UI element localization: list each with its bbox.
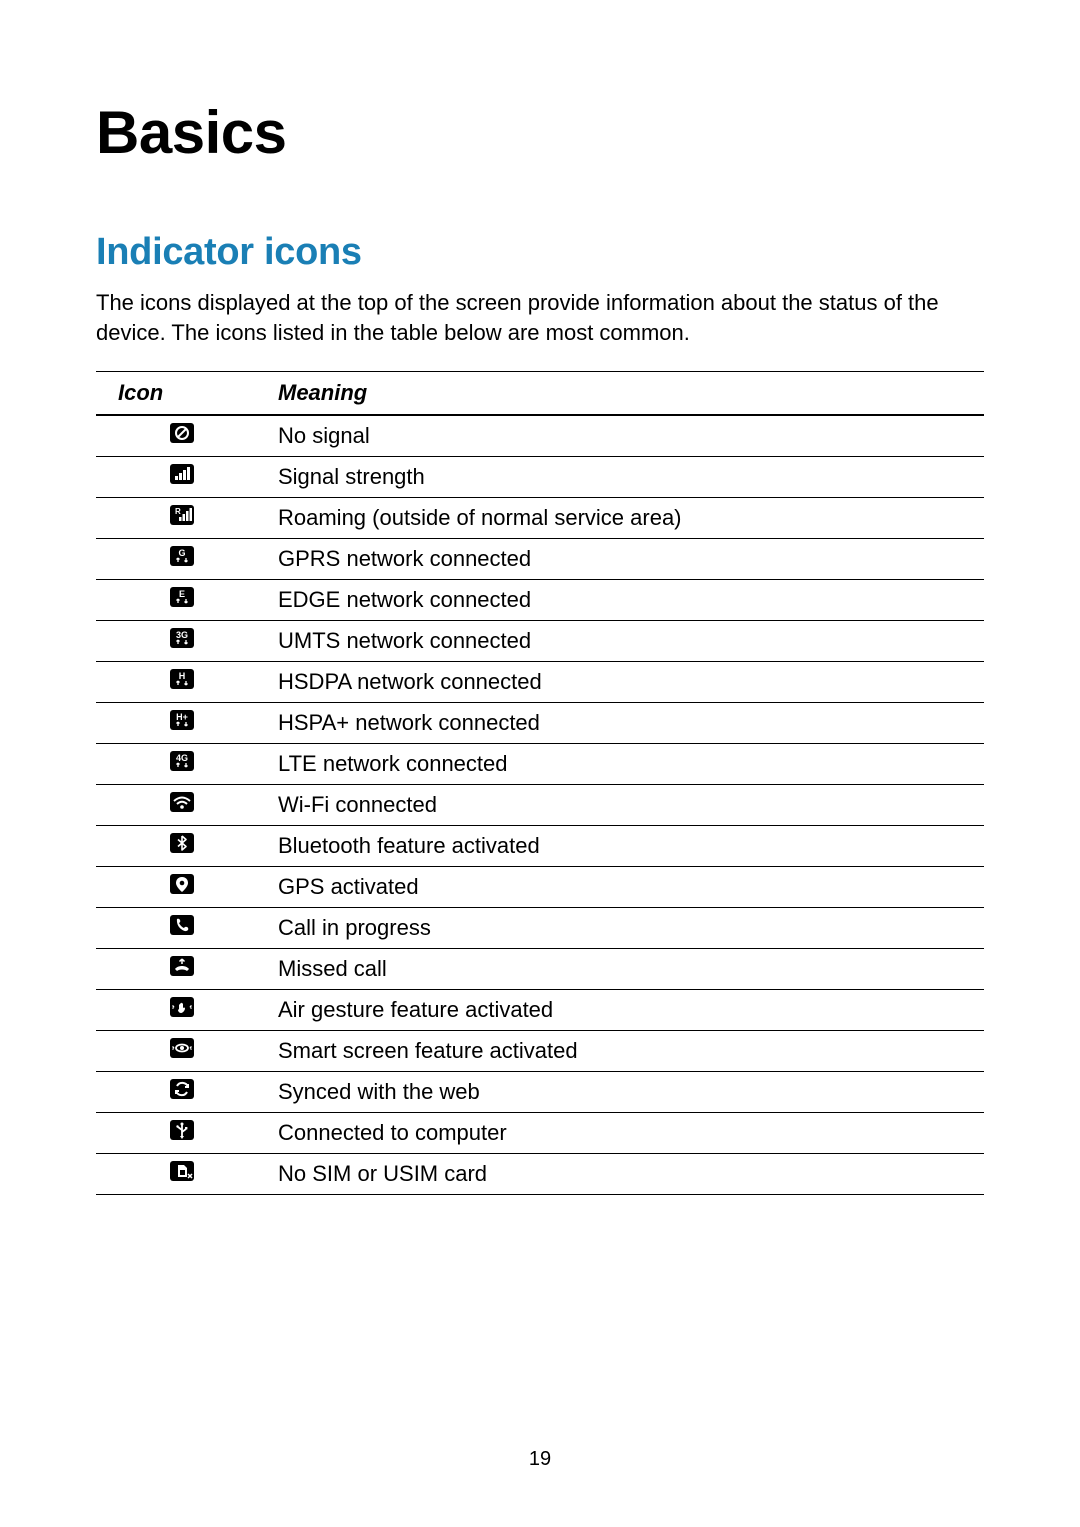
table-row: R Roaming (outside of normal service area… xyxy=(96,497,984,538)
smart-screen-icon xyxy=(170,1038,194,1058)
table-row: H HSDPA network connected xyxy=(96,661,984,702)
table-row: No SIM or USIM card xyxy=(96,1153,984,1194)
gprs-icon: G xyxy=(170,546,194,566)
table-row: Air gesture feature activated xyxy=(96,989,984,1030)
meaning-cell: HSDPA network connected xyxy=(268,661,984,702)
sync-icon xyxy=(170,1079,194,1099)
svg-text:H: H xyxy=(179,671,186,681)
sync-icon xyxy=(96,1071,268,1112)
air-gesture-icon xyxy=(170,997,194,1017)
table-row: Signal strength xyxy=(96,456,984,497)
meaning-cell: EDGE network connected xyxy=(268,579,984,620)
call-icon xyxy=(96,907,268,948)
missed-call-icon xyxy=(96,948,268,989)
hsdpa-icon: H xyxy=(170,669,194,689)
svg-text:R: R xyxy=(175,507,181,516)
table-row: Bluetooth feature activated xyxy=(96,825,984,866)
hspa-plus-icon: H+ xyxy=(170,710,194,730)
hsdpa-icon: H xyxy=(96,661,268,702)
meaning-cell: GPRS network connected xyxy=(268,538,984,579)
indicator-icons-table: Icon Meaning No signalSignal strength R Ro… xyxy=(96,371,984,1195)
svg-text:4G: 4G xyxy=(176,753,188,763)
meaning-cell: Missed call xyxy=(268,948,984,989)
table-row: E EDGE network connected xyxy=(96,579,984,620)
intro-paragraph: The icons displayed at the top of the sc… xyxy=(96,288,984,349)
meaning-cell: UMTS network connected xyxy=(268,620,984,661)
meaning-cell: Bluetooth feature activated xyxy=(268,825,984,866)
table-row: Call in progress xyxy=(96,907,984,948)
wifi-icon xyxy=(170,792,194,812)
table-row: GPS activated xyxy=(96,866,984,907)
table-row: 4G LTE network connected xyxy=(96,743,984,784)
table-row: 3G UMTS network connected xyxy=(96,620,984,661)
meaning-cell: Smart screen feature activated xyxy=(268,1030,984,1071)
air-gesture-icon xyxy=(96,989,268,1030)
no-sim-icon xyxy=(170,1161,194,1181)
svg-text:H+: H+ xyxy=(176,712,188,722)
usb-icon xyxy=(96,1112,268,1153)
hspa-plus-icon: H+ xyxy=(96,702,268,743)
roaming-icon: R xyxy=(170,505,194,525)
gps-icon xyxy=(170,874,194,894)
edge-icon: E xyxy=(170,587,194,607)
lte-icon: 4G xyxy=(170,751,194,771)
meaning-cell: Signal strength xyxy=(268,456,984,497)
page-title: Basics xyxy=(96,98,984,167)
signal-strength-icon xyxy=(96,456,268,497)
meaning-cell: Wi-Fi connected xyxy=(268,784,984,825)
missed-call-icon xyxy=(170,956,194,976)
table-row: Missed call xyxy=(96,948,984,989)
column-header-meaning: Meaning xyxy=(268,371,984,415)
meaning-cell: Air gesture feature activated xyxy=(268,989,984,1030)
section-heading: Indicator icons xyxy=(96,231,984,274)
signal-strength-icon xyxy=(170,464,194,484)
umts-icon: 3G xyxy=(96,620,268,661)
no-sim-icon xyxy=(96,1153,268,1194)
meaning-cell: No signal xyxy=(268,415,984,457)
meaning-cell: Synced with the web xyxy=(268,1071,984,1112)
table-row: No signal xyxy=(96,415,984,457)
table-row: Smart screen feature activated xyxy=(96,1030,984,1071)
svg-text:3G: 3G xyxy=(176,630,188,640)
table-row: G GPRS network connected xyxy=(96,538,984,579)
meaning-cell: Connected to computer xyxy=(268,1112,984,1153)
smart-screen-icon xyxy=(96,1030,268,1071)
meaning-cell: LTE network connected xyxy=(268,743,984,784)
table-row: Wi-Fi connected xyxy=(96,784,984,825)
no-signal-icon xyxy=(170,423,194,443)
usb-icon xyxy=(170,1120,194,1140)
table-row: H+ HSPA+ network connected xyxy=(96,702,984,743)
lte-icon: 4G xyxy=(96,743,268,784)
table-header-row: Icon Meaning xyxy=(96,371,984,415)
document-page: Basics Indicator icons The icons display… xyxy=(0,0,1080,1527)
table-row: Synced with the web xyxy=(96,1071,984,1112)
page-number: 19 xyxy=(0,1448,1080,1471)
wifi-icon xyxy=(96,784,268,825)
umts-icon: 3G xyxy=(170,628,194,648)
gprs-icon: G xyxy=(96,538,268,579)
meaning-cell: No SIM or USIM card xyxy=(268,1153,984,1194)
meaning-cell: GPS activated xyxy=(268,866,984,907)
no-signal-icon xyxy=(96,415,268,457)
svg-text:G: G xyxy=(178,548,185,558)
bluetooth-icon xyxy=(96,825,268,866)
svg-text:E: E xyxy=(179,589,185,599)
meaning-cell: Call in progress xyxy=(268,907,984,948)
table-row: Connected to computer xyxy=(96,1112,984,1153)
roaming-icon: R xyxy=(96,497,268,538)
edge-icon: E xyxy=(96,579,268,620)
meaning-cell: Roaming (outside of normal service area) xyxy=(268,497,984,538)
bluetooth-icon xyxy=(170,833,194,853)
gps-icon xyxy=(96,866,268,907)
meaning-cell: HSPA+ network connected xyxy=(268,702,984,743)
call-icon xyxy=(170,915,194,935)
column-header-icon: Icon xyxy=(96,371,268,415)
